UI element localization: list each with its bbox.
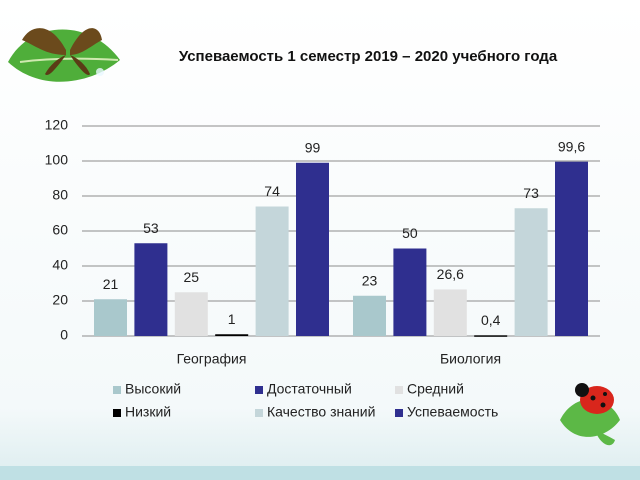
bar [215,334,249,336]
legend-label: Высокий [125,381,181,397]
data-label: 99 [305,139,321,155]
bar [393,248,427,336]
legend-label: Низкий [125,404,171,420]
data-label: 74 [264,183,280,199]
legend-swatch [395,386,403,394]
data-label: 26,6 [437,266,464,282]
ladybug-decoration [560,383,620,446]
bar [94,299,127,336]
legend-swatch [113,409,121,417]
y-tick-label: 60 [52,222,68,238]
data-label: 1 [228,311,236,327]
y-tick-label: 120 [45,117,69,133]
bar [514,208,548,336]
x-tick-label: Биология [440,351,501,367]
legend-label: Качество знаний [267,404,375,420]
data-label: 73 [523,185,539,201]
y-tick-label: 40 [52,257,68,273]
data-label: 23 [362,272,378,288]
data-label: 25 [184,269,200,285]
bottom-stripe [0,466,640,480]
bar [174,292,208,336]
bar [433,289,467,336]
bar [555,161,588,336]
legend-label: Достаточный [267,381,352,397]
data-label: 50 [402,225,418,241]
y-tick-label: 100 [45,152,69,168]
legend-swatch [255,386,263,394]
data-label: 99,6 [558,138,585,154]
bar [296,162,329,336]
legend-swatch [113,386,121,394]
bar [474,335,508,337]
legend-label: Средний [407,381,464,397]
legend-swatch [395,409,403,417]
data-label: 0,4 [481,312,501,328]
y-tick-label: 0 [60,327,68,343]
data-label: 53 [143,220,159,236]
chart-title: Успеваемость 1 семестр 2019 – 2020 учебн… [179,48,558,65]
butterfly-decoration [8,28,120,82]
x-tick-label: География [177,351,247,367]
y-tick-label: 20 [52,292,68,308]
bar [353,295,386,336]
legend-label: Успеваемость [407,404,498,420]
bar [134,243,168,336]
legend-swatch [255,409,263,417]
data-label: 21 [103,276,119,292]
bar [255,206,289,336]
y-tick-label: 80 [52,187,68,203]
